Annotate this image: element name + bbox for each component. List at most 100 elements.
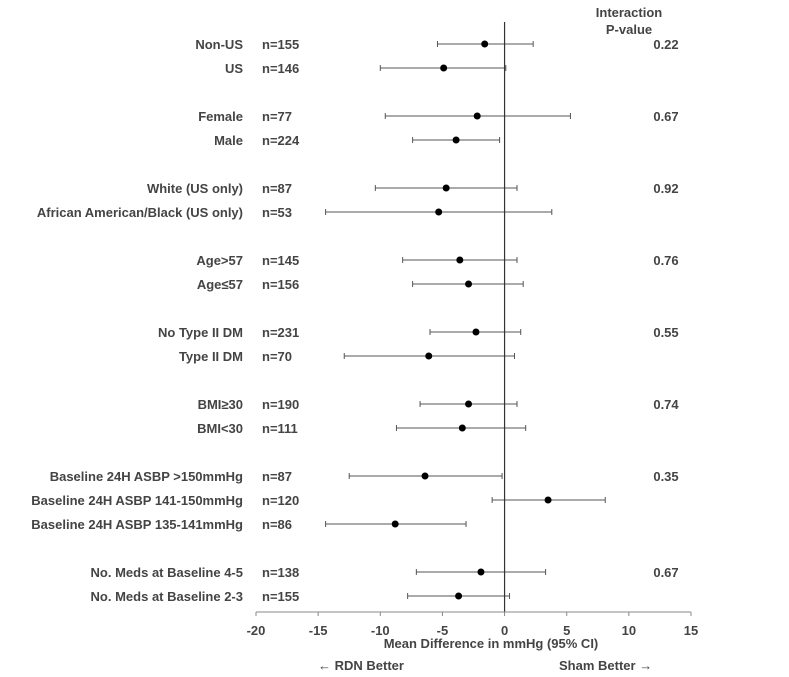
row-n: n=231	[262, 325, 299, 340]
row-n: n=145	[262, 253, 299, 268]
pvalue: 0.35	[653, 469, 678, 484]
row-n: n=224	[262, 133, 300, 148]
x-axis-label: Mean Difference in mmHg (95% CI)	[384, 636, 599, 651]
subgroup: Female n=77 Male n=224	[198, 109, 571, 148]
x-tick-label: 5	[563, 623, 570, 638]
row-label: Female	[198, 109, 243, 124]
x-tick-label: -10	[371, 623, 390, 638]
pvalue: 0.92	[653, 181, 678, 196]
row-label: Male	[214, 133, 243, 148]
point-estimate	[465, 400, 473, 408]
row-n: n=53	[262, 205, 292, 220]
point-estimate	[440, 64, 448, 72]
point-estimate	[472, 328, 480, 336]
forest-row: White (US only) n=87	[147, 181, 518, 196]
forest-row: Baseline 24H ASBP 141-150mmHg n=120	[31, 493, 606, 508]
forest-row: Female n=77	[198, 109, 571, 124]
x-tick-label: 15	[684, 623, 698, 638]
row-label: Non-US	[195, 37, 243, 52]
row-label: White (US only)	[147, 181, 243, 196]
point-estimate	[391, 520, 399, 528]
subgroup: Non-US n=155 US n=146	[195, 37, 534, 76]
row-label: Baseline 24H ASBP >150mmHg	[50, 469, 243, 484]
pvalue-header: Interaction P-value	[596, 5, 663, 37]
forest-row: No Type II DM n=231	[158, 325, 522, 340]
subgroup: No Type II DM n=231 Type II DM n=70	[158, 325, 522, 364]
point-estimate	[435, 208, 443, 216]
forest-row: Non-US n=155	[195, 37, 534, 52]
row-n: n=146	[262, 61, 299, 76]
subgroup: BMI≥30 n=190 BMI<30 n=111	[197, 397, 527, 436]
point-estimate	[425, 352, 433, 360]
subgroup: Age>57 n=145 Age≤57 n=156	[196, 253, 524, 292]
x-tick-label: -5	[437, 623, 449, 638]
row-label: BMI≥30	[198, 397, 243, 412]
row-n: n=120	[262, 493, 299, 508]
row-n: n=87	[262, 469, 292, 484]
point-estimate	[421, 472, 429, 480]
row-label: No. Meds at Baseline 2-3	[91, 589, 243, 604]
row-label: No Type II DM	[158, 325, 243, 340]
pvalue-column: 0.22 0.67 0.92 0.76 0.55 0.74 0.35 0.67	[653, 37, 679, 580]
favors-left-label: ← RDN Better	[318, 658, 404, 673]
row-label: Age>57	[196, 253, 243, 268]
point-estimate	[481, 40, 489, 48]
point-estimate	[456, 256, 464, 264]
x-tick-label: 0	[501, 623, 508, 638]
row-n: n=77	[262, 109, 292, 124]
forest-rows: Non-US n=155 US n=146 Female n=77 Male n=224 Whi…	[31, 37, 606, 604]
point-estimate	[477, 568, 485, 576]
point-estimate	[544, 496, 552, 504]
pvalue: 0.67	[653, 109, 678, 124]
forest-row: Baseline 24H ASBP 135-141mmHg n=86	[31, 517, 467, 532]
pvalue: 0.55	[653, 325, 678, 340]
pvalue-header-line2: P-value	[606, 22, 652, 37]
row-label: Type II DM	[179, 349, 243, 364]
row-label: African American/Black (US only)	[37, 205, 243, 220]
forest-row: US n=146	[225, 61, 507, 76]
row-n: n=70	[262, 349, 292, 364]
row-n: n=155	[262, 37, 299, 52]
row-n: n=190	[262, 397, 299, 412]
forest-row: African American/Black (US only) n=53	[37, 205, 553, 220]
point-estimate	[458, 424, 466, 432]
x-tick-label: -15	[309, 623, 328, 638]
row-n: n=111	[262, 421, 298, 436]
row-label: Age≤57	[197, 277, 243, 292]
forest-row: No. Meds at Baseline 4-5 n=138	[91, 565, 547, 580]
forest-row: Age>57 n=145	[196, 253, 518, 268]
x-tick-label: 10	[622, 623, 636, 638]
row-label: US	[225, 61, 243, 76]
row-n: n=138	[262, 565, 299, 580]
subgroup: White (US only) n=87 African American/Blac…	[37, 181, 553, 220]
point-estimate	[473, 112, 481, 120]
forest-row: No. Meds at Baseline 2-3 n=155	[91, 589, 511, 604]
forest-row: Age≤57 n=156	[197, 277, 524, 292]
forest-row: Baseline 24H ASBP >150mmHg n=87	[50, 469, 503, 484]
row-label: BMI<30	[197, 421, 243, 436]
point-estimate	[452, 136, 460, 144]
pvalue: 0.76	[653, 253, 678, 268]
pvalue-header-line1: Interaction	[596, 5, 663, 20]
point-estimate	[455, 592, 463, 600]
pvalue: 0.22	[653, 37, 678, 52]
pvalue: 0.74	[653, 397, 679, 412]
point-estimate	[442, 184, 450, 192]
forest-row: BMI≥30 n=190	[198, 397, 518, 412]
forest-row: Male n=224	[214, 133, 501, 148]
row-label: Baseline 24H ASBP 135-141mmHg	[31, 517, 243, 532]
x-tick-label: -20	[247, 623, 266, 638]
row-n: n=86	[262, 517, 292, 532]
row-label: Baseline 24H ASBP 141-150mmHg	[31, 493, 243, 508]
row-n: n=155	[262, 589, 299, 604]
row-n: n=156	[262, 277, 299, 292]
favors-right-label: Sham Better →	[559, 658, 652, 673]
pvalue: 0.67	[653, 565, 678, 580]
row-label: No. Meds at Baseline 4-5	[91, 565, 243, 580]
x-axis: -20 -15 -10 -5 0 5 10 15	[247, 611, 698, 638]
forest-row: Type II DM n=70	[179, 349, 516, 364]
row-n: n=87	[262, 181, 292, 196]
